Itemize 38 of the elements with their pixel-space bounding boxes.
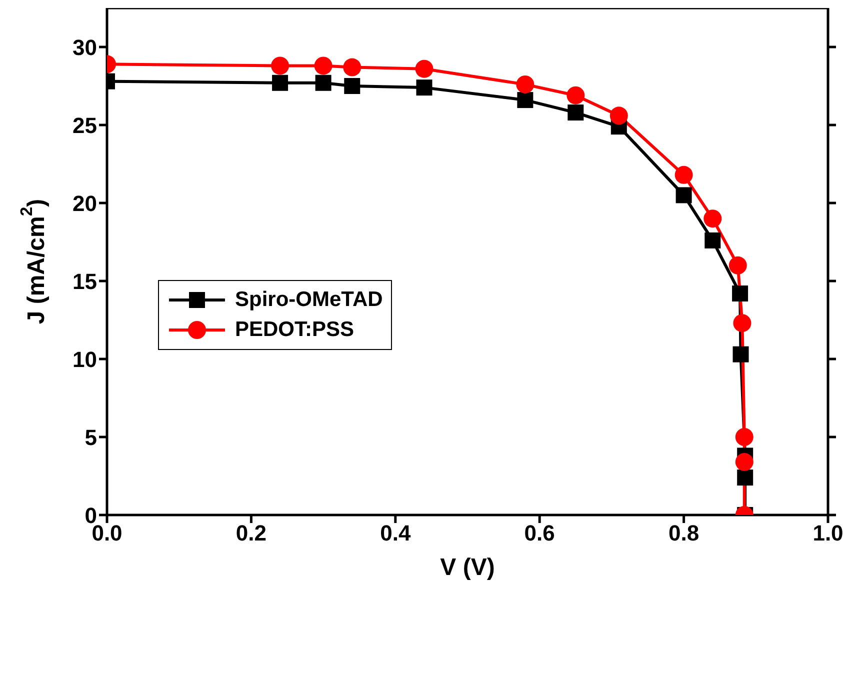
point <box>271 56 290 75</box>
y-tick-label: 25 <box>72 112 97 138</box>
point <box>568 104 584 121</box>
x-tick-label: 0.8 <box>668 520 700 546</box>
y-tick-label: 20 <box>72 190 97 216</box>
point <box>732 346 749 362</box>
point <box>704 232 721 248</box>
point <box>732 285 748 302</box>
point <box>343 58 362 76</box>
x-tick-label: 0.2 <box>236 520 266 546</box>
point <box>315 74 332 91</box>
y-tick-label: 5 <box>84 424 97 450</box>
y-tick-label: 10 <box>72 346 97 372</box>
point <box>516 75 534 94</box>
x-tick-label: 0.6 <box>524 520 555 546</box>
point <box>674 166 693 184</box>
point <box>415 60 434 78</box>
point <box>676 187 692 204</box>
point <box>314 56 332 75</box>
point <box>735 452 754 471</box>
point <box>517 92 534 108</box>
point <box>737 470 754 486</box>
y-tick-label: 30 <box>72 34 97 60</box>
point <box>610 106 628 125</box>
x-axis-title: V (V) <box>440 554 495 581</box>
point <box>728 256 747 274</box>
y-tick-label: 15 <box>72 268 97 294</box>
x-tick-label: 0.4 <box>380 520 412 546</box>
point <box>344 78 360 94</box>
point <box>416 80 432 96</box>
legend-label: Spiro-OMeTAD <box>235 288 383 312</box>
point <box>733 314 752 332</box>
point <box>566 86 585 104</box>
x-tick-label: 1.0 <box>812 520 843 546</box>
legend-label: PEDOT:PSS <box>235 318 354 342</box>
point <box>735 428 754 446</box>
point <box>272 74 288 91</box>
point <box>704 210 722 228</box>
